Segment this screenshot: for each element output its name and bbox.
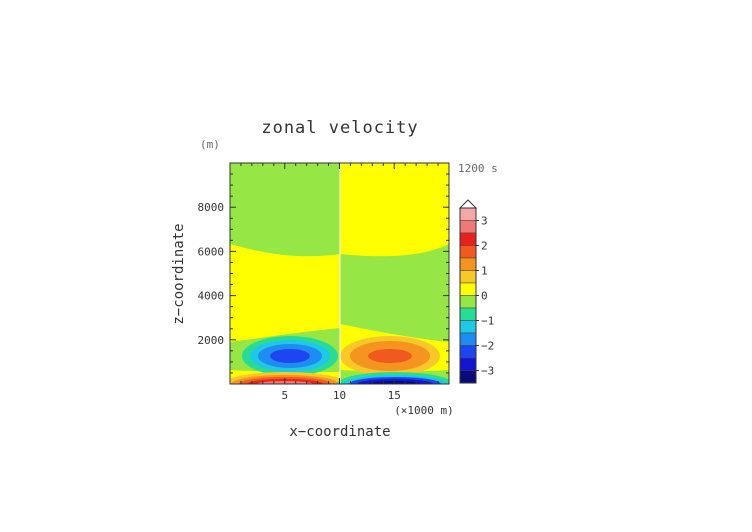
plot-area: 5 10 15 2000 4000 6000 8000 [198,162,450,402]
y-tick-label: 8000 [198,201,225,214]
chart-title: zonal velocity [261,118,418,138]
colorbar-swatch [459,245,477,259]
colorbar-swatch [459,332,477,346]
x-tick-label: 10 [333,389,346,402]
y-axis-title: z−coordinate [171,223,187,324]
region-left-positive-band [230,244,340,342]
colorbar-swatch [459,357,477,371]
colorbar-label: −2 [481,340,494,353]
colorbar-label: −3 [481,365,494,378]
y-tick-label: 6000 [198,245,225,258]
colorbar-label: −1 [481,315,494,328]
x-tick-label: 15 [388,389,401,402]
colorbar-label: 2 [481,240,488,253]
colorbar-label: 1 [481,265,488,278]
x-unit-label: (×1000 m) [394,404,454,417]
colorbar-label: 3 [481,215,488,228]
colorbar-swatch [459,307,477,321]
y-unit-label: (m) [200,138,220,151]
time-label: 1200 s [458,162,498,175]
cell-right-mid-3 [368,349,412,363]
colorbar-swatch [459,282,477,296]
region-right-negative-band [340,244,449,342]
x-tick-label: 5 [281,389,288,402]
colorbar-swatch [459,345,477,359]
x-axis-ticks: 5 10 15 [240,163,439,402]
cell-left-mid-4 [270,349,310,363]
colorbar-swatch [459,320,477,334]
colorbar-swatch [459,370,477,384]
colorbar: 3 2 1 0 −1 −2 −3 [458,199,494,384]
colorbar-extend-arrow [458,199,478,209]
contour-field [230,163,449,384]
y-tick-label: 4000 [198,290,225,303]
x-axis-title: x−coordinate [289,424,390,440]
y-axis-ticks: 2000 4000 6000 8000 [198,173,449,374]
colorbar-swatch [459,257,477,271]
colorbar-swatch [459,207,477,221]
colorbar-swatch [459,232,477,246]
colorbar-label: 0 [481,290,488,303]
cell-right-surface-5 [369,381,421,384]
y-tick-label: 2000 [198,334,225,347]
colorbar-swatch [459,270,477,284]
colorbar-swatch [459,295,477,309]
colorbar-swatch [459,220,477,234]
